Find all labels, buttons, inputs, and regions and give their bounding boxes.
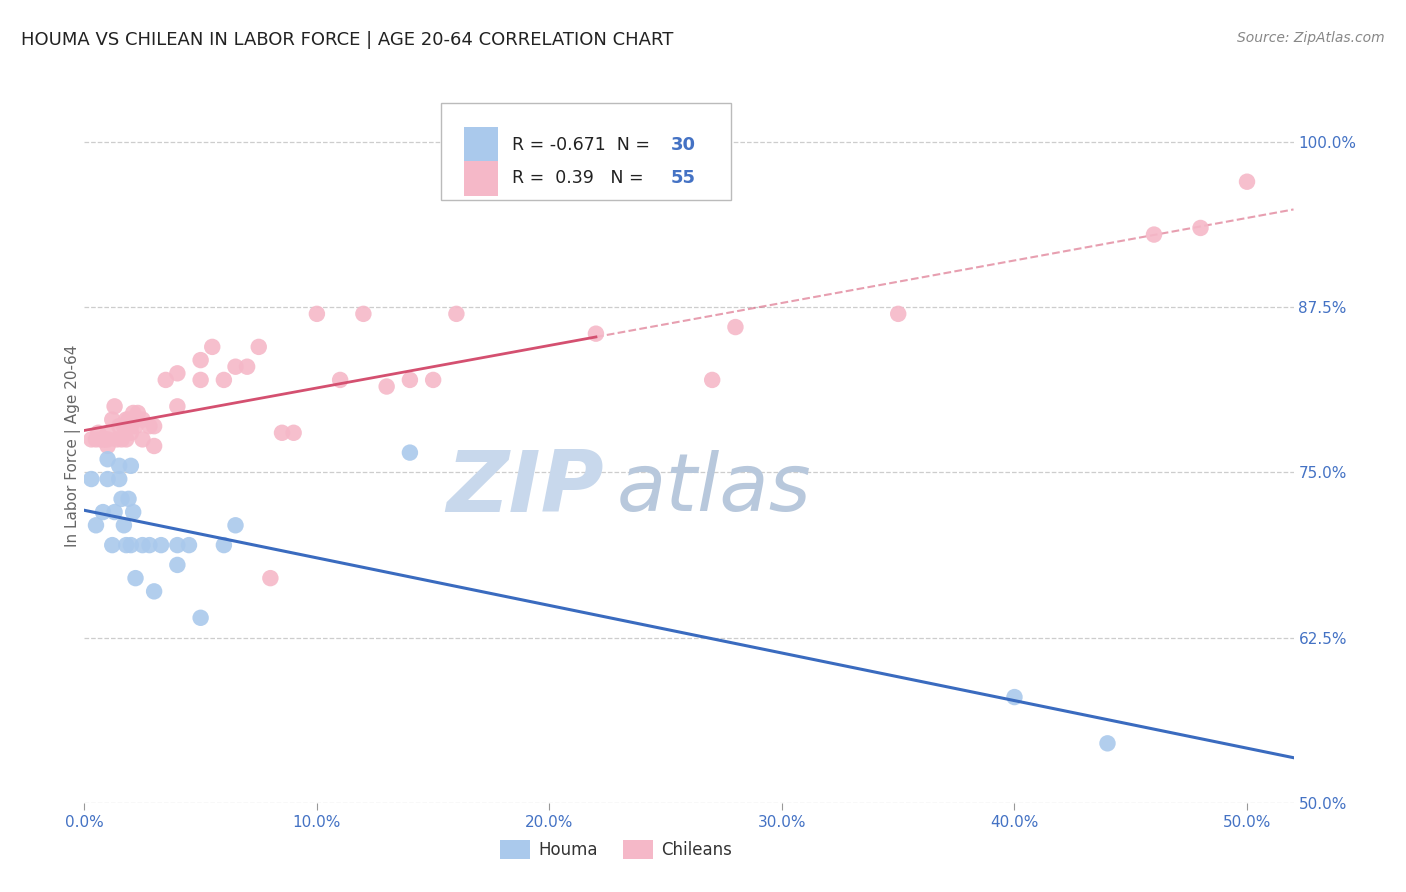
Point bbox=[225, 518, 247, 533]
Point bbox=[97, 425, 120, 440]
Point bbox=[138, 419, 160, 434]
Point bbox=[305, 307, 328, 321]
Point bbox=[1004, 690, 1026, 704]
Point bbox=[166, 538, 188, 552]
Point bbox=[446, 307, 468, 321]
Text: 55: 55 bbox=[671, 169, 696, 187]
Point bbox=[143, 419, 166, 434]
Point bbox=[131, 412, 153, 426]
Point bbox=[97, 433, 120, 447]
Point bbox=[212, 373, 235, 387]
Point bbox=[702, 373, 724, 387]
Point bbox=[143, 584, 166, 599]
Point bbox=[115, 433, 138, 447]
Point bbox=[120, 458, 142, 473]
Point bbox=[212, 538, 235, 552]
Point bbox=[724, 320, 747, 334]
Point bbox=[143, 439, 166, 453]
Point bbox=[887, 307, 910, 321]
Point bbox=[122, 406, 145, 420]
Point bbox=[112, 419, 135, 434]
Point bbox=[271, 425, 294, 440]
Point bbox=[91, 505, 114, 519]
Point bbox=[84, 433, 107, 447]
Point bbox=[131, 433, 153, 447]
Legend: Houma, Chileans: Houma, Chileans bbox=[494, 834, 740, 866]
Point bbox=[1097, 736, 1119, 750]
Text: ZIP: ZIP bbox=[447, 447, 605, 531]
Point bbox=[375, 379, 398, 393]
Text: HOUMA VS CHILEAN IN LABOR FORCE | AGE 20-64 CORRELATION CHART: HOUMA VS CHILEAN IN LABOR FORCE | AGE 20… bbox=[21, 31, 673, 49]
Point bbox=[236, 359, 259, 374]
Point bbox=[108, 419, 131, 434]
Point bbox=[80, 433, 103, 447]
Point bbox=[124, 571, 146, 585]
Point bbox=[87, 425, 110, 440]
Point bbox=[101, 412, 124, 426]
Point bbox=[117, 412, 139, 426]
Point bbox=[422, 373, 444, 387]
Point bbox=[105, 433, 128, 447]
Text: R = -0.671  N =: R = -0.671 N = bbox=[512, 136, 657, 153]
Point bbox=[90, 433, 112, 447]
Point bbox=[110, 491, 132, 506]
FancyBboxPatch shape bbox=[441, 103, 731, 200]
Point bbox=[155, 373, 177, 387]
Point bbox=[1236, 175, 1258, 189]
Point bbox=[127, 406, 149, 420]
Point bbox=[122, 505, 145, 519]
Point bbox=[201, 340, 224, 354]
Point bbox=[166, 367, 188, 381]
Text: Source: ZipAtlas.com: Source: ZipAtlas.com bbox=[1237, 31, 1385, 45]
Point bbox=[138, 538, 160, 552]
Point bbox=[97, 472, 120, 486]
Point bbox=[97, 439, 120, 453]
Point bbox=[120, 419, 142, 434]
Point bbox=[329, 373, 352, 387]
Point bbox=[108, 458, 131, 473]
Point bbox=[150, 538, 173, 552]
Point bbox=[1189, 221, 1212, 235]
Point bbox=[585, 326, 607, 341]
Point bbox=[101, 538, 124, 552]
Point bbox=[190, 611, 212, 625]
Point bbox=[94, 433, 117, 447]
Point bbox=[104, 505, 127, 519]
Point bbox=[259, 571, 281, 585]
Point bbox=[399, 445, 422, 459]
Point bbox=[177, 538, 200, 552]
Point bbox=[108, 472, 131, 486]
Point bbox=[166, 558, 188, 572]
Point bbox=[115, 538, 138, 552]
Text: atlas: atlas bbox=[616, 450, 811, 528]
Point bbox=[131, 538, 153, 552]
Point bbox=[190, 353, 212, 368]
Point bbox=[352, 307, 374, 321]
Point bbox=[112, 518, 135, 533]
Text: 30: 30 bbox=[671, 136, 696, 153]
Point bbox=[91, 433, 114, 447]
Point bbox=[80, 472, 103, 486]
Point bbox=[190, 373, 212, 387]
FancyBboxPatch shape bbox=[464, 161, 498, 195]
Point bbox=[247, 340, 270, 354]
FancyBboxPatch shape bbox=[464, 128, 498, 161]
Point bbox=[124, 419, 146, 434]
Point bbox=[117, 491, 139, 506]
Point bbox=[225, 359, 247, 374]
Point bbox=[120, 425, 142, 440]
Point bbox=[110, 433, 132, 447]
Y-axis label: In Labor Force | Age 20-64: In Labor Force | Age 20-64 bbox=[65, 345, 82, 547]
Point bbox=[166, 400, 188, 414]
Point bbox=[120, 538, 142, 552]
Point bbox=[104, 400, 127, 414]
Point bbox=[97, 452, 120, 467]
Point bbox=[283, 425, 305, 440]
Point bbox=[115, 412, 138, 426]
Text: R =  0.39   N =: R = 0.39 N = bbox=[512, 169, 650, 187]
Point bbox=[84, 518, 107, 533]
Point bbox=[399, 373, 422, 387]
Point bbox=[1143, 227, 1166, 242]
